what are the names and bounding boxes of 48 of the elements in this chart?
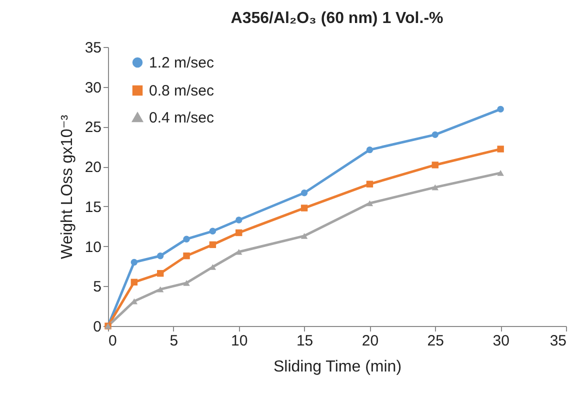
y-tick-label: 10 [84, 238, 102, 256]
x-tick-label: 0 [108, 332, 117, 350]
point [366, 200, 374, 206]
point [300, 190, 308, 196]
x-tick-label: 5 [170, 332, 178, 350]
point [130, 258, 138, 266]
point [432, 162, 438, 168]
point [366, 146, 374, 154]
point [497, 106, 504, 113]
y-tick-label: 15 [84, 198, 102, 216]
y-tick-label: 5 [93, 278, 102, 296]
y-tick-label: 25 [84, 119, 102, 136]
point [300, 233, 308, 239]
point [183, 236, 190, 242]
point [497, 170, 504, 176]
point [130, 278, 138, 286]
point [156, 270, 164, 277]
y-tick-label: 30 [84, 79, 102, 96]
point [300, 204, 308, 212]
chart-title: A356/Al₂O₃ (60 nm) 1 Vol.-% [230, 10, 444, 27]
point [209, 264, 216, 270]
x-tick-label: 30 [492, 332, 510, 350]
point [432, 131, 438, 138]
point [236, 216, 242, 224]
y-tick-label: 0 [93, 318, 102, 336]
point [236, 248, 242, 255]
point [366, 180, 374, 188]
legend-label: 1.2 m/sec [149, 54, 215, 72]
legend-label: 0.4 m/sec [149, 110, 215, 126]
point [497, 146, 504, 152]
point [209, 241, 216, 248]
point [183, 252, 190, 260]
x-axis-title: Sliding Time (min) [273, 358, 402, 376]
point [183, 280, 190, 286]
x-tick-label: 15 [296, 332, 314, 350]
point [156, 286, 164, 292]
x-tick-label: 35 [550, 332, 566, 350]
legend-label: 0.8 m/sec [149, 82, 215, 100]
x-tick-label: 25 [427, 332, 444, 350]
x-tick-label: 20 [362, 332, 379, 350]
point [432, 184, 438, 190]
point [156, 252, 164, 260]
point [236, 229, 242, 236]
y-tick-label: 20 [84, 159, 102, 176]
x-tick-label: 10 [231, 332, 248, 350]
y-tick-label: 35 [84, 40, 102, 56]
y-axis-title: Weight LOss gx10⁻³ [58, 114, 76, 260]
point [209, 228, 216, 234]
